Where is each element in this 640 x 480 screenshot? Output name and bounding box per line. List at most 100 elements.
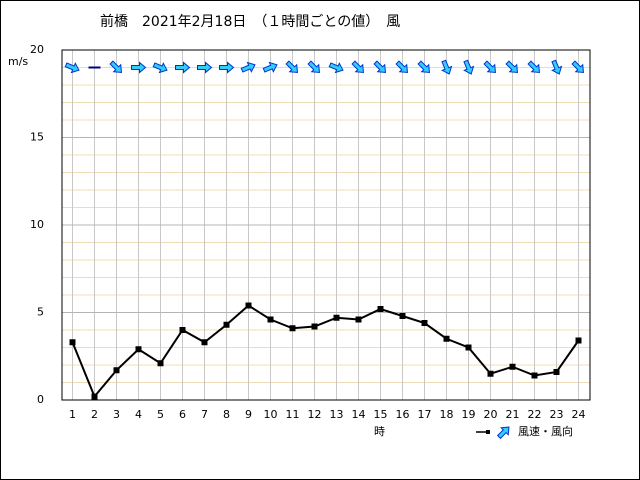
- data-marker: [399, 313, 406, 319]
- x-tick-label: 17: [418, 408, 432, 421]
- legend-marker: [486, 430, 490, 434]
- arrow-shape: [240, 61, 256, 73]
- x-tick-label: 3: [113, 408, 120, 421]
- data-line: [71, 304, 580, 399]
- direction-arrow: [197, 61, 213, 74]
- data-marker: [333, 314, 340, 321]
- data-marker: [531, 372, 538, 379]
- y-tick-label: 20: [30, 43, 44, 56]
- data-marker: [487, 370, 494, 377]
- arrow-shape: [417, 60, 431, 74]
- data-marker: [223, 321, 230, 328]
- x-tick-label: 4: [135, 408, 142, 421]
- direction-arrow: [262, 61, 278, 73]
- x-tick-label: 1: [69, 408, 76, 421]
- data-marker: [91, 393, 98, 400]
- data-marker: [509, 363, 516, 370]
- data-marker: [311, 323, 318, 330]
- arrow-shape: [285, 60, 299, 74]
- arrow-shape: [441, 59, 453, 75]
- arrow-shape: [395, 60, 409, 74]
- y-tick-label: 5: [37, 306, 44, 319]
- x-tick-label: 20: [484, 408, 498, 421]
- direction-arrow: [351, 60, 365, 74]
- y-tick-label: 0: [37, 393, 44, 406]
- data-marker: [69, 339, 76, 346]
- direction-arrow: [441, 59, 453, 75]
- y-tick-label: 15: [30, 131, 44, 144]
- direction-arrow: [152, 62, 168, 74]
- chart-title: 前橋 2021年2月18日 （１時間ごとの値） 風: [100, 13, 400, 30]
- direction-arrow: [285, 60, 299, 74]
- arrow-shape: [219, 61, 235, 74]
- arrow-shape: [197, 61, 213, 74]
- direction-arrow: [463, 59, 475, 75]
- x-tick-label: 10: [264, 408, 278, 421]
- arrow-shape: [64, 62, 80, 74]
- direction-arrow: [483, 60, 497, 74]
- data-marker: [267, 316, 274, 323]
- arrow-shape: [551, 59, 563, 75]
- x-tick-label: 23: [550, 408, 564, 421]
- direction-arrow: [571, 60, 585, 74]
- arrow-shape: [505, 60, 519, 74]
- direction-arrow: [417, 60, 431, 74]
- data-marker: [355, 316, 362, 323]
- x-tick-label: 24: [572, 408, 586, 421]
- data-marker: [201, 339, 208, 346]
- legend: 風速・風向: [476, 424, 573, 440]
- x-tick-label: 21: [506, 408, 520, 421]
- direction-arrow: [307, 60, 321, 74]
- direction-arrow: [131, 61, 147, 74]
- x-tick-label: 8: [223, 408, 230, 421]
- direction-arrow: [328, 62, 344, 74]
- direction-arrow: [64, 62, 80, 74]
- arrow-shape: [483, 60, 497, 74]
- x-tick-label: 6: [179, 408, 186, 421]
- x-tick-label: 13: [330, 408, 344, 421]
- legend-arrow: [496, 426, 510, 440]
- x-tick-label: 19: [462, 408, 476, 421]
- data-marker: [179, 327, 186, 333]
- x-tick-label: 12: [308, 408, 322, 421]
- data-marker: [157, 360, 164, 367]
- plot-border: [61, 49, 591, 401]
- direction-arrow: [240, 61, 256, 73]
- arrow-shape: [463, 59, 475, 75]
- arrow-shape: [262, 61, 278, 73]
- y-tick-label: 10: [30, 218, 44, 231]
- data-marker: [135, 346, 142, 353]
- arrow-shape: [109, 60, 123, 74]
- arrow-shape: [373, 60, 387, 74]
- x-tick-label: 5: [157, 408, 164, 421]
- direction-arrow: [175, 61, 191, 74]
- arrow-shape: [152, 62, 168, 74]
- data-marker: [245, 302, 252, 309]
- x-tick-label: 14: [352, 408, 366, 421]
- data-marker: [465, 344, 472, 351]
- data-marker: [553, 369, 560, 375]
- direction-arrow: [505, 60, 519, 74]
- legend-label: 風速・風向: [518, 424, 573, 438]
- direction-arrow: [395, 60, 409, 74]
- x-tick-label: 2: [91, 408, 98, 421]
- x-tick-label: 22: [528, 408, 542, 421]
- arrow-shape: [571, 60, 585, 74]
- x-tick-label: 7: [201, 408, 208, 421]
- arrow-shape: [307, 60, 321, 74]
- direction-arrow: [373, 60, 387, 74]
- arrow-shape: [351, 60, 365, 74]
- data-marker: [443, 335, 450, 342]
- x-tick-label: 9: [245, 408, 252, 421]
- direction-arrow: [219, 61, 235, 74]
- data-marker: [113, 367, 120, 374]
- arrow-shape: [131, 61, 147, 74]
- x-tick-label: 16: [396, 408, 410, 421]
- data-marker: [575, 337, 582, 344]
- x-tick-label: 15: [374, 408, 388, 421]
- direction-arrow: [109, 60, 123, 74]
- data-marker: [289, 325, 296, 332]
- data-marker: [421, 320, 428, 326]
- arrow-shape: [175, 61, 191, 74]
